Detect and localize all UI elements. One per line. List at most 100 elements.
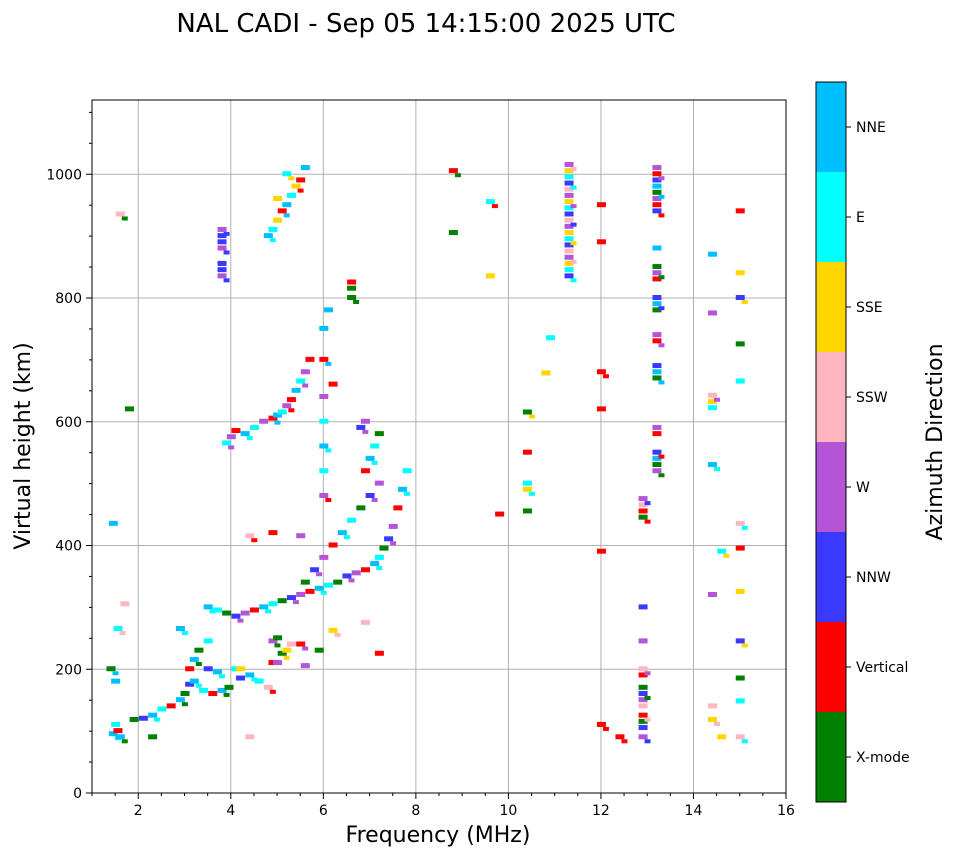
echo-point <box>251 538 258 543</box>
echo-point <box>302 646 309 651</box>
echo-point <box>707 716 717 722</box>
echo-point <box>237 618 244 623</box>
echo-point <box>343 535 350 540</box>
echo-point <box>305 588 315 594</box>
echo-point <box>263 684 273 690</box>
echo-point <box>218 674 225 679</box>
echo-point <box>379 545 389 551</box>
echo-point <box>374 431 384 437</box>
echo-point <box>564 223 574 229</box>
echo-point <box>448 230 458 236</box>
echo-point <box>240 610 250 616</box>
echo-point <box>652 363 662 369</box>
colorbar-tick-label: Vertical <box>856 660 908 676</box>
echo-point <box>194 647 204 653</box>
colorbar-frame <box>815 81 847 803</box>
echo-point <box>638 712 648 718</box>
echo-point <box>223 231 230 236</box>
echo-point <box>638 508 648 514</box>
colorbar-tick-label: NNE <box>856 120 886 136</box>
plot-area: 2 4 6 8 10 12 14 16 0 200 400 600 800 1000 <box>46 99 795 819</box>
echo-point <box>652 202 662 208</box>
echo-point <box>246 436 253 441</box>
echo-point <box>707 310 717 316</box>
series-group <box>217 226 230 283</box>
echo-point <box>217 233 227 239</box>
colorbar-tick-label: SSE <box>856 300 883 316</box>
series-group <box>108 647 264 744</box>
colorbar-segment <box>816 712 846 802</box>
echo-point <box>652 332 662 338</box>
echo-point <box>522 508 532 514</box>
echo-point <box>323 582 333 588</box>
echo-point <box>652 264 662 270</box>
echo-point <box>300 369 310 375</box>
echo-point <box>292 600 299 605</box>
echo-point <box>231 428 241 434</box>
echo-point <box>652 295 662 300</box>
echo-point <box>723 553 730 558</box>
echo-point <box>652 276 662 282</box>
plot-background <box>92 100 786 793</box>
echo-point <box>652 455 662 461</box>
echo-point <box>564 180 574 186</box>
echo-point <box>273 412 283 418</box>
echo-point <box>268 226 278 232</box>
echo-point <box>546 335 556 341</box>
echo-point <box>644 739 651 744</box>
colorbar-segment <box>816 82 846 172</box>
echo-point <box>638 703 648 709</box>
echo-point <box>638 604 648 610</box>
echo-point <box>249 607 259 613</box>
echo-point <box>596 406 606 412</box>
series-group <box>106 211 255 740</box>
echo-point <box>735 545 745 551</box>
echo-point <box>596 239 606 245</box>
echo-point <box>291 183 301 189</box>
echo-point <box>217 239 227 245</box>
echo-point <box>120 601 130 607</box>
y-tick-label: 800 <box>55 291 82 307</box>
echo-point <box>707 392 717 398</box>
series-group <box>638 496 651 744</box>
echo-point <box>376 566 383 571</box>
echo-point <box>203 604 213 610</box>
echo-point <box>652 171 662 177</box>
echo-point <box>652 245 662 251</box>
echo-point <box>596 369 606 375</box>
echo-point <box>522 409 532 415</box>
echo-point <box>236 666 246 672</box>
echo-point <box>360 468 370 474</box>
echo-point <box>374 554 384 560</box>
echo-point <box>454 173 461 178</box>
echo-point <box>564 260 574 266</box>
echo-point <box>638 697 648 703</box>
echo-point <box>356 424 366 430</box>
echo-point <box>268 638 278 644</box>
echo-point <box>273 635 283 641</box>
colorbar-tick-label: X-mode <box>856 750 910 766</box>
echo-point <box>658 454 665 459</box>
echo-point <box>268 530 278 536</box>
echo-point <box>148 734 158 740</box>
echo-point <box>522 486 532 492</box>
echo-point <box>180 691 190 696</box>
echo-point <box>273 217 283 223</box>
echo-point <box>393 505 403 511</box>
echo-point <box>115 211 125 217</box>
echo-point <box>119 631 126 636</box>
echo-point <box>638 725 648 731</box>
echo-point <box>564 205 574 211</box>
echo-point <box>652 177 662 183</box>
echo-point <box>288 176 295 181</box>
echo-point <box>741 525 748 530</box>
echo-point <box>195 661 202 666</box>
echo-point <box>638 514 648 520</box>
colorbar-label: Azimuth Direction <box>923 343 948 540</box>
series-group <box>236 530 384 694</box>
echo-point <box>325 498 332 502</box>
echo-point <box>485 273 495 279</box>
echo-point <box>212 607 222 613</box>
echo-point <box>319 493 329 498</box>
echo-point <box>652 338 662 344</box>
